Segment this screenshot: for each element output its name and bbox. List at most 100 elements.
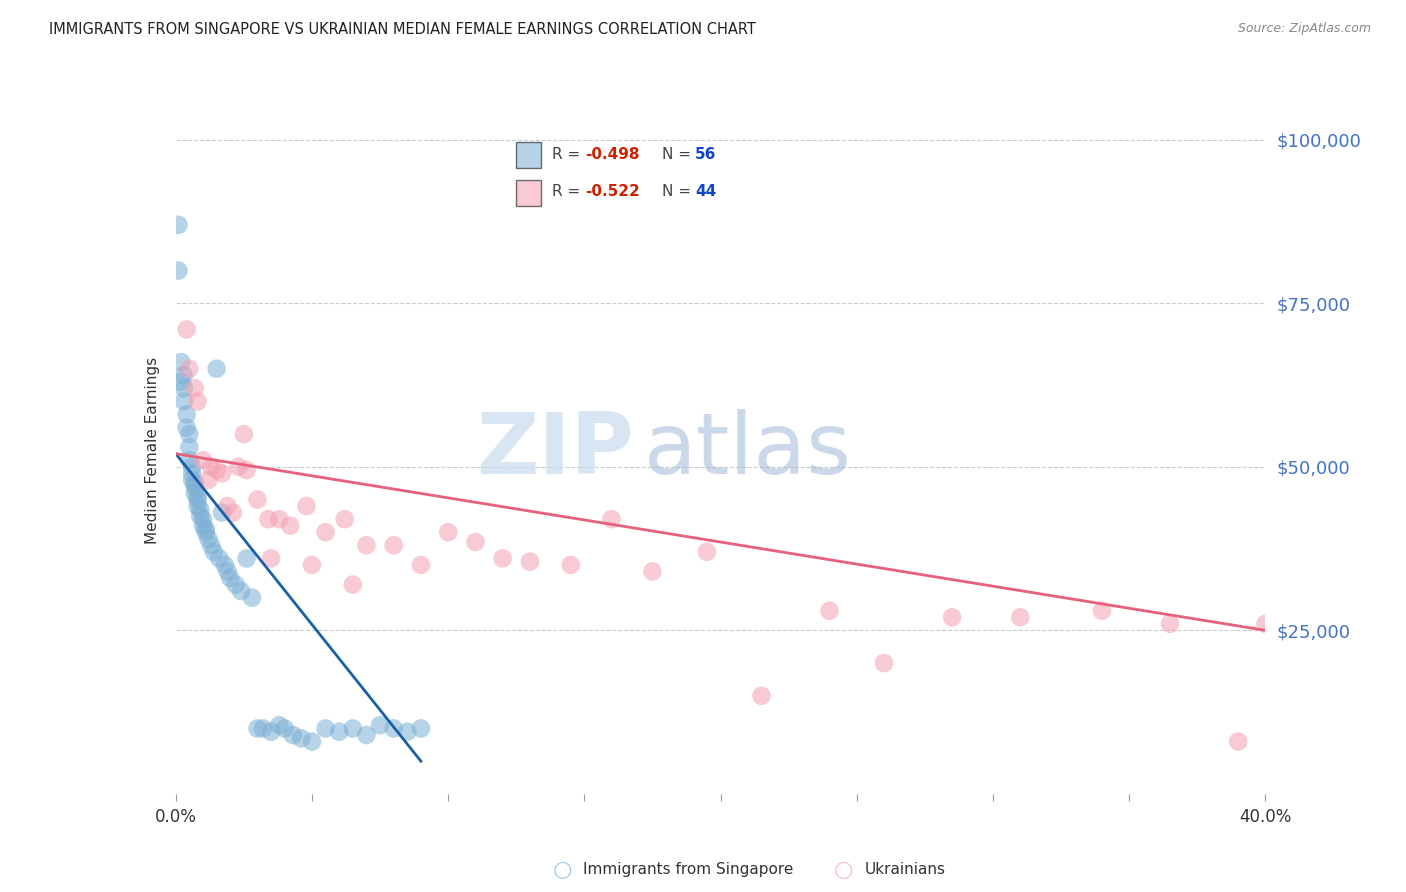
Point [202, 545, 225, 559]
Point [696, 545, 718, 559]
Point [186, 499, 209, 513]
Point [641, 565, 664, 579]
Point [269, 718, 291, 732]
Point [217, 499, 239, 513]
FancyBboxPatch shape [516, 143, 541, 169]
Text: -0.498: -0.498 [585, 147, 640, 162]
Point [382, 722, 405, 736]
Point [382, 538, 405, 552]
Point [211, 467, 233, 481]
Point [278, 518, 301, 533]
Point [188, 502, 211, 516]
Point [295, 499, 318, 513]
Point [560, 558, 582, 572]
Point [260, 724, 283, 739]
Point [246, 492, 269, 507]
Point [1091, 604, 1114, 618]
Point [200, 538, 222, 552]
Text: ○: ○ [834, 860, 853, 880]
Point [290, 731, 312, 746]
Point [301, 558, 323, 572]
Point [167, 263, 190, 277]
Text: Immigrants from Singapore: Immigrants from Singapore [583, 863, 794, 877]
Point [205, 463, 228, 477]
Point [173, 368, 195, 383]
Text: -0.522: -0.522 [585, 184, 640, 199]
Text: 56: 56 [695, 147, 717, 162]
Point [197, 532, 219, 546]
Point [211, 506, 233, 520]
Point [235, 463, 257, 477]
Point [197, 473, 219, 487]
Point [301, 734, 323, 748]
Point [181, 473, 204, 487]
Point [464, 535, 486, 549]
Point [342, 577, 364, 591]
Point [751, 689, 773, 703]
Text: IMMIGRANTS FROM SINGAPORE VS UKRAINIAN MEDIAN FEMALE EARNINGS CORRELATION CHART: IMMIGRANTS FROM SINGAPORE VS UKRAINIAN M… [49, 22, 756, 37]
Point [519, 555, 541, 569]
Point [186, 489, 209, 503]
Point [396, 724, 419, 739]
Point [274, 722, 297, 736]
Point [368, 718, 391, 732]
Text: N =: N = [662, 147, 696, 162]
Point [181, 459, 204, 474]
Point [342, 722, 364, 736]
Point [167, 218, 190, 232]
Point [194, 525, 217, 540]
Point [170, 355, 193, 369]
Point [315, 525, 337, 540]
Point [235, 551, 257, 566]
Point [176, 408, 198, 422]
Text: R =: R = [551, 184, 585, 199]
Point [200, 459, 222, 474]
Point [186, 492, 209, 507]
Point [179, 427, 201, 442]
Point [191, 512, 214, 526]
Point [184, 486, 207, 500]
Point [191, 518, 214, 533]
Text: Ukrainians: Ukrainians [865, 863, 946, 877]
Point [205, 361, 228, 376]
Point [941, 610, 963, 624]
Point [176, 322, 198, 336]
Point [409, 722, 432, 736]
FancyBboxPatch shape [516, 179, 541, 205]
Point [1254, 616, 1277, 631]
Point [228, 459, 250, 474]
Text: ○: ○ [553, 860, 572, 880]
Point [184, 381, 207, 395]
Point [281, 728, 304, 742]
Point [1159, 616, 1181, 631]
Point [333, 512, 356, 526]
Point [873, 656, 896, 670]
Point [181, 467, 204, 481]
Point [1227, 734, 1250, 748]
Text: N =: N = [662, 184, 696, 199]
Point [1010, 610, 1032, 624]
Point [208, 551, 231, 566]
Point [225, 577, 247, 591]
Point [170, 375, 193, 389]
Point [818, 604, 841, 618]
Point [252, 722, 274, 736]
Point [173, 394, 195, 409]
Text: R =: R = [551, 147, 585, 162]
Point [492, 551, 515, 566]
Point [186, 394, 209, 409]
Point [260, 551, 283, 566]
Point [356, 538, 378, 552]
Point [231, 584, 253, 599]
Point [184, 476, 207, 491]
Point [328, 724, 350, 739]
Text: atlas: atlas [644, 409, 852, 492]
Point [194, 522, 217, 536]
Point [179, 361, 201, 376]
Point [219, 571, 242, 585]
Point [315, 722, 337, 736]
Point [246, 722, 269, 736]
Point [176, 420, 198, 434]
Point [240, 591, 263, 605]
Point [179, 453, 201, 467]
